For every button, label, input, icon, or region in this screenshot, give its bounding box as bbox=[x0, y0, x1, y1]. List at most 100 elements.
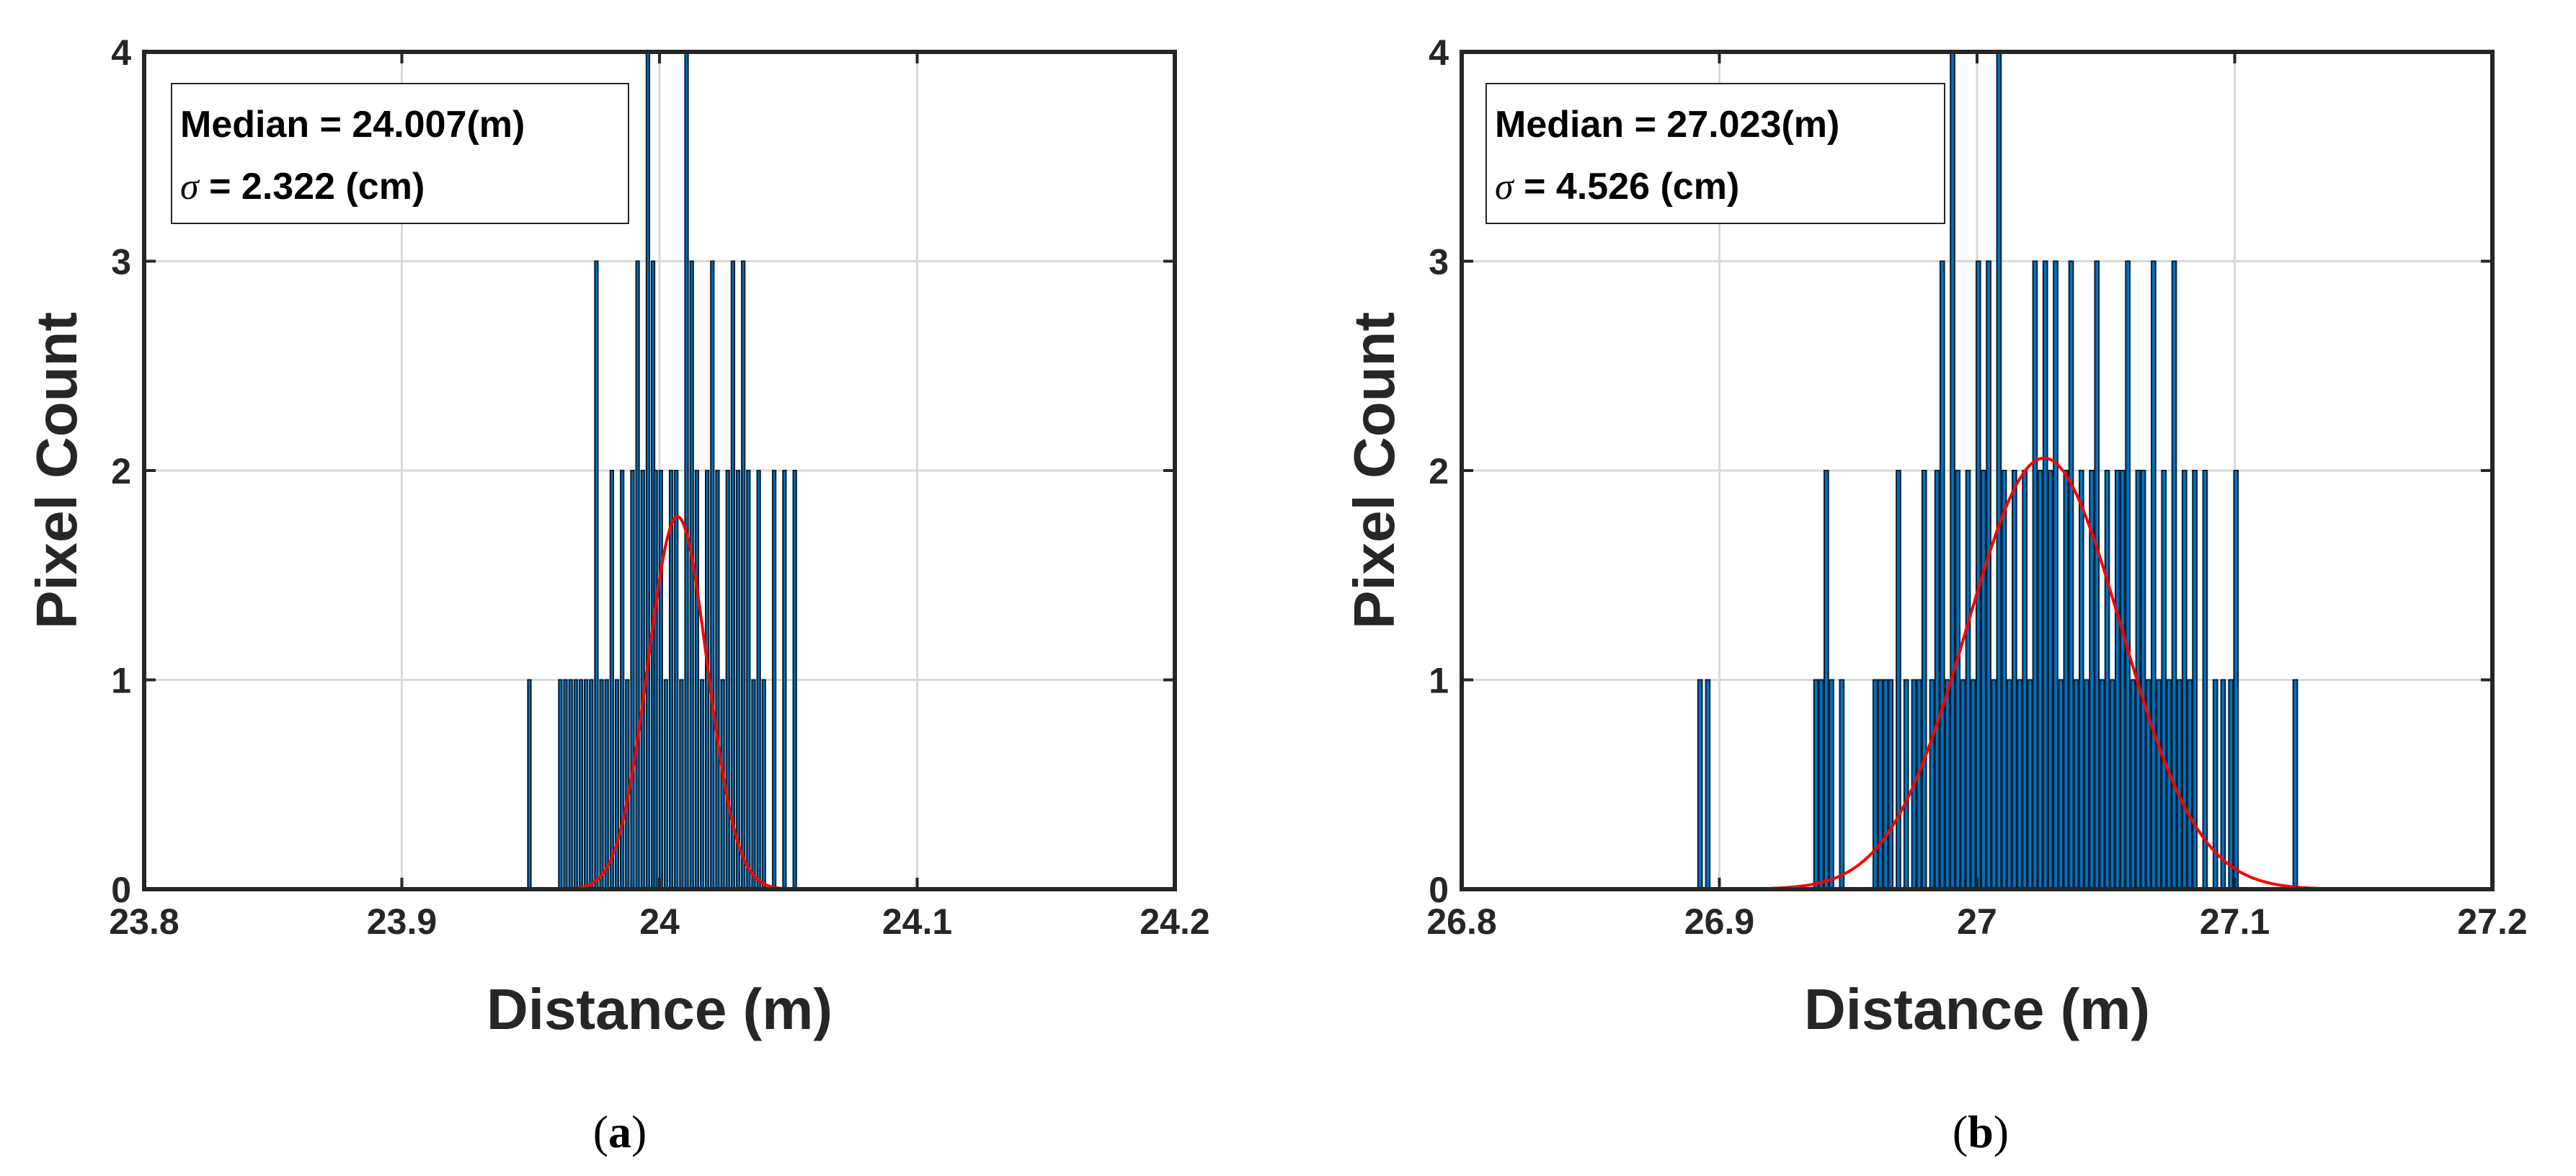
histogram-bar bbox=[1965, 470, 1971, 890]
panel-label-letter: a bbox=[608, 1106, 631, 1157]
histogram-bar bbox=[645, 51, 651, 890]
histogram-bar bbox=[2104, 470, 2110, 890]
histogram-bar bbox=[1888, 679, 1894, 890]
histogram-bar bbox=[599, 679, 604, 890]
histogram-bar bbox=[1903, 679, 1909, 890]
histogram-bar bbox=[1970, 679, 1976, 890]
histogram-bar bbox=[2017, 679, 2022, 890]
histogram-bar bbox=[1839, 679, 1845, 890]
y-tick-label: 0 bbox=[111, 870, 131, 910]
x-tick-label: 27.1 bbox=[2200, 901, 2270, 942]
histogram-bar bbox=[751, 679, 756, 890]
histogram-bar bbox=[782, 470, 787, 890]
x-tick-label: 23.8 bbox=[109, 901, 179, 942]
x-axis-title: Distance (m) bbox=[1804, 977, 2150, 1041]
histogram-bar bbox=[2171, 260, 2177, 890]
x-tick-label: 26.8 bbox=[1426, 901, 1496, 942]
histogram-bar bbox=[2099, 679, 2105, 890]
histogram-bar bbox=[558, 679, 563, 890]
histogram-bar bbox=[568, 679, 573, 890]
histogram-bar bbox=[2140, 470, 2146, 890]
histogram-bar bbox=[1981, 470, 1986, 890]
histogram-bar bbox=[2161, 470, 2167, 890]
histogram-bar bbox=[640, 470, 645, 890]
sigma-value: = 2.322 (cm) bbox=[199, 166, 425, 208]
histogram-bar bbox=[2176, 679, 2182, 890]
histogram-bar bbox=[1829, 679, 1834, 890]
histogram-bar bbox=[2058, 679, 2064, 890]
histogram-bar bbox=[625, 679, 630, 890]
histogram-bar bbox=[573, 679, 578, 890]
histogram-bar bbox=[2001, 470, 2007, 890]
histogram-bar bbox=[2022, 470, 2028, 890]
histogram-bar bbox=[710, 260, 715, 890]
histogram-bar bbox=[583, 679, 589, 890]
axis-ticks bbox=[1460, 50, 2494, 891]
histogram-bar bbox=[663, 679, 669, 890]
histogram-bar bbox=[674, 470, 679, 890]
histogram-bar bbox=[630, 470, 635, 890]
x-tick-label: 27.2 bbox=[2457, 901, 2527, 942]
histogram-bar bbox=[1960, 679, 1966, 890]
sigma-value: = 4.526 (cm) bbox=[1514, 166, 1740, 208]
histogram-bar bbox=[2181, 470, 2188, 890]
y-tick-label: 2 bbox=[111, 451, 131, 491]
legend-frame bbox=[1485, 83, 1945, 224]
panel-label-open: ( bbox=[593, 1106, 608, 1157]
histogram-bar bbox=[1950, 51, 1955, 890]
histogram-bar bbox=[2130, 679, 2136, 890]
histogram-bar bbox=[563, 679, 568, 890]
x-tick-label: 24.1 bbox=[882, 901, 952, 942]
sigma-symbol: σ bbox=[180, 166, 200, 208]
histogram-bar bbox=[527, 679, 532, 890]
tick-labels: 26.8 26.9 27 27.1 27.2 0 1 2 3 4 bbox=[1426, 32, 2527, 942]
histogram-bar bbox=[1986, 260, 1991, 890]
x-axis-title: Distance (m) bbox=[487, 977, 832, 1041]
histogram-bar bbox=[2212, 679, 2219, 890]
histogram-bar bbox=[2011, 470, 2017, 890]
histogram-bar bbox=[1824, 470, 1829, 890]
panel-label-a: (a) bbox=[593, 1106, 647, 1157]
histogram-bar bbox=[699, 679, 705, 890]
histogram-bar bbox=[2166, 679, 2172, 890]
histogram-bar bbox=[2109, 679, 2115, 890]
histogram-bar bbox=[2053, 260, 2058, 890]
histogram-bar bbox=[2063, 470, 2069, 890]
histogram-bar bbox=[2006, 679, 2012, 890]
histogram-bar bbox=[746, 470, 751, 890]
histogram-bar bbox=[2187, 679, 2193, 890]
chart-panel-b: 26.8 26.9 27 27.1 27.2 0 1 2 3 4 Median = 27.023(… bbox=[1342, 32, 2528, 1157]
histogram-bar bbox=[2048, 470, 2053, 890]
histogram-bar bbox=[689, 260, 694, 890]
x-tick-label: 23.9 bbox=[367, 901, 437, 942]
histogram-bar bbox=[1921, 470, 1927, 890]
histogram-bar bbox=[1896, 470, 1901, 890]
histogram-bar bbox=[792, 470, 797, 890]
histogram-bar bbox=[735, 470, 741, 890]
histogram-bar bbox=[604, 679, 609, 890]
annotation-median: Median = 27.023(m) bbox=[1495, 104, 1839, 146]
histogram-bar bbox=[741, 260, 746, 890]
histogram-bar bbox=[1929, 679, 1935, 890]
histogram-bar bbox=[658, 470, 663, 890]
histogram-bar bbox=[771, 470, 777, 890]
histogram-bar bbox=[756, 470, 761, 890]
histogram-bar bbox=[715, 470, 720, 890]
annotation-median: Median = 24.007(m) bbox=[180, 104, 525, 146]
histogram-bar bbox=[589, 679, 594, 890]
histogram-bar bbox=[684, 51, 689, 890]
histogram-bar bbox=[2120, 470, 2126, 890]
histogram-bar bbox=[2114, 470, 2120, 890]
histogram-bar bbox=[1939, 260, 1945, 890]
y-tick-label: 3 bbox=[1429, 242, 1449, 282]
y-tick-label: 1 bbox=[111, 661, 131, 701]
histogram-bar bbox=[2068, 260, 2074, 890]
histogram-bar bbox=[1955, 470, 1961, 890]
histogram-bar bbox=[1975, 260, 1981, 890]
histogram-bar bbox=[1872, 679, 1878, 890]
histogram-bar bbox=[2292, 679, 2299, 890]
x-tick-label: 26.9 bbox=[1684, 901, 1754, 942]
y-axis-title: Pixel Count bbox=[25, 312, 89, 629]
histogram-bar bbox=[635, 260, 640, 890]
histogram-bar bbox=[1945, 679, 1950, 890]
